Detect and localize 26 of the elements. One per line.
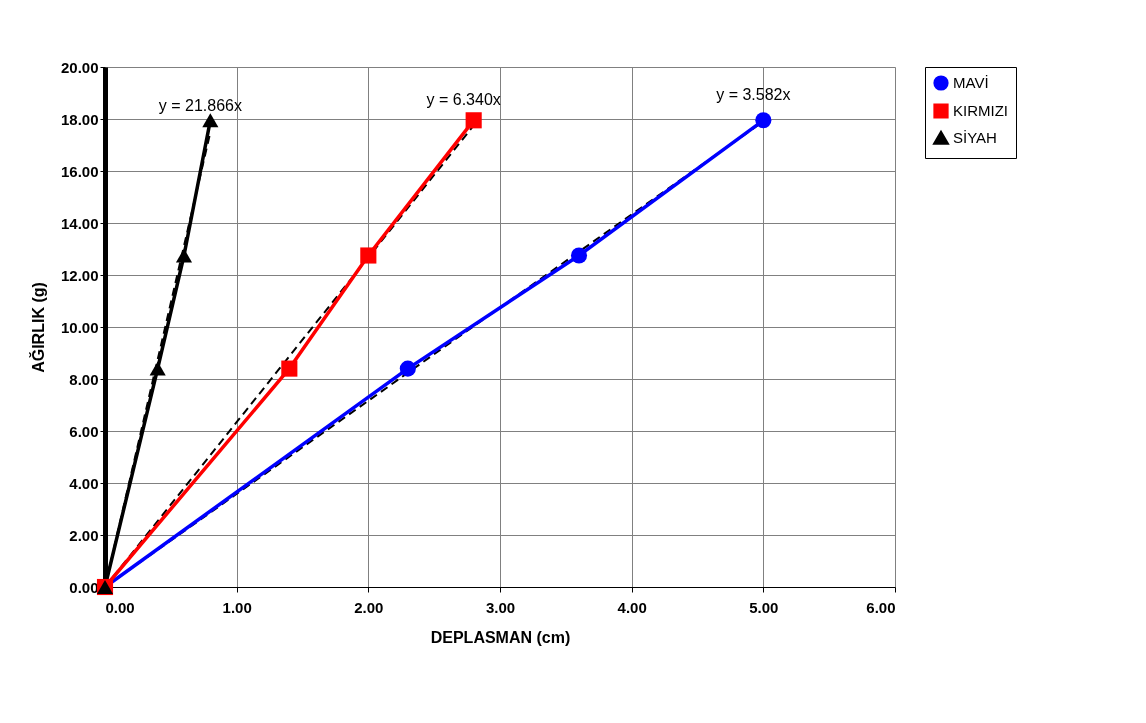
x-tick-label: 0.00 [105,598,135,616]
x-tick-label: 4.00 [617,598,647,616]
annotation: y = 6.340x [426,90,501,108]
y-tick-label: 10.00 [60,318,99,336]
legend-label: MAVİ [953,74,989,91]
x-tick-label: 5.00 [749,598,779,616]
y-tick-label: 20.00 [60,58,99,76]
y-tick-label: 0.00 [69,578,99,596]
y-tick-label: 18.00 [60,110,99,128]
x-tick-label: 2.00 [354,598,384,616]
legend-label: SİYAH [953,129,997,146]
y-tick-label: 2.00 [69,526,99,544]
annotation: y = 21.866x [158,97,242,115]
x-tick-label: 3.00 [485,598,516,616]
y-tick-label: 4.00 [69,474,99,492]
y-axis-title: AĞIRLIK (g) [28,282,47,373]
y-tick-label: 12.00 [60,266,99,284]
y-tick-label: 16.00 [60,162,99,180]
x-tick-label: 6.00 [866,598,896,616]
y-tick-label: 8.00 [69,370,99,388]
annotation: y = 3.582x [716,86,791,104]
x-axis-title: DEPLASMAN (cm) [430,628,571,646]
y-tick-label: 6.00 [69,422,99,440]
legend-label: KIRMIZI [953,102,1008,119]
x-tick-label: 1.00 [222,598,252,616]
y-tick-label: 14.00 [60,214,99,232]
